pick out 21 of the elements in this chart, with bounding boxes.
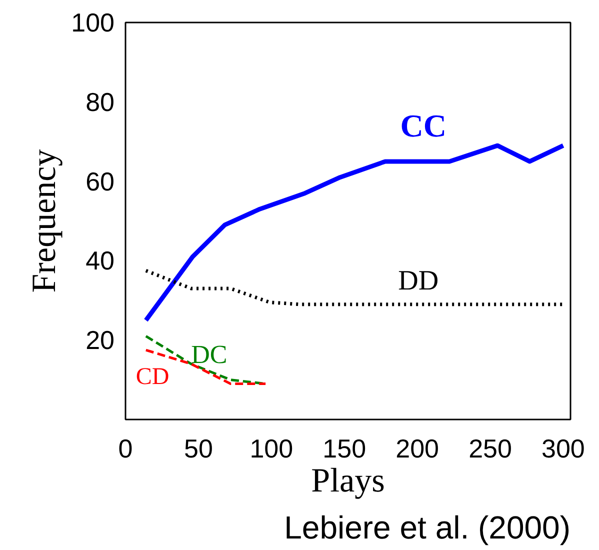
x-tick-label: 0 — [118, 434, 133, 464]
line-series — [144, 143, 566, 322]
y-tick-label: 100 — [71, 8, 115, 38]
y-tick-label: 60 — [86, 166, 114, 196]
text: Lebiere et al. (2000) — [284, 510, 570, 546]
series-label: CC — [400, 107, 446, 144]
series-label: DC — [191, 340, 228, 369]
x-tick-label: 300 — [542, 434, 585, 464]
series-label: DD — [398, 265, 439, 296]
x-tick-label: 200 — [396, 434, 440, 464]
x-axis-title: Plays — [311, 462, 385, 500]
y-tick-label: 40 — [86, 246, 114, 276]
x-tick-label: 100 — [250, 434, 294, 464]
series-label: CD — [136, 364, 170, 390]
y-axis-title: Frequency — [26, 149, 64, 293]
x-tick-label: 250 — [468, 434, 512, 464]
y-tick-label: 20 — [86, 325, 114, 356]
x-tick-label: 150 — [322, 434, 366, 464]
line-series — [144, 268, 565, 306]
y-tick-label: 80 — [86, 86, 114, 117]
x-tick-label: 50 — [184, 434, 213, 464]
